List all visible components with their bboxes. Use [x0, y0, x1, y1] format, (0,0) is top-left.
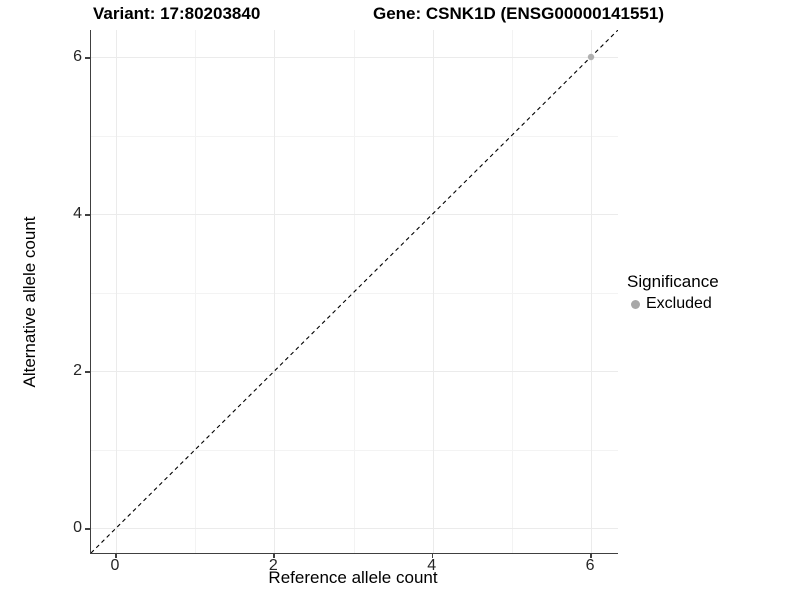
- gridline-y-major: [91, 57, 618, 58]
- x-tick-label: 6: [585, 557, 595, 574]
- legend-key: [627, 296, 644, 313]
- x-tick-mark: [115, 553, 117, 558]
- data-point-excluded: [587, 53, 595, 61]
- gridline-y-minor: [91, 135, 618, 137]
- gridline-x-minor: [511, 30, 513, 553]
- gridline-y-major: [91, 214, 618, 215]
- gridline-x-major: [116, 30, 117, 553]
- x-tick-label: 4: [427, 557, 437, 574]
- gridline-x-major: [432, 30, 434, 553]
- identity-line-layer: [91, 30, 618, 553]
- y-tick-mark: [85, 528, 90, 530]
- gridline-x-major: [591, 30, 593, 553]
- y-tick-label: 2: [73, 362, 82, 379]
- y-axis-title: Alternative allele count: [20, 216, 39, 388]
- x-tick-mark: [590, 553, 592, 558]
- gridline-x-major: [274, 30, 276, 553]
- excluded-point-icon: [631, 299, 640, 309]
- plot-title-variant: Variant: 17:80203840: [93, 4, 261, 23]
- legend-title: Significance: [627, 272, 719, 291]
- legend-item-excluded: Excluded: [627, 295, 719, 313]
- y-tick-label: 6: [73, 48, 82, 65]
- x-tick-mark: [431, 553, 434, 558]
- gridline-y-major: [91, 371, 618, 372]
- legend: Significance Excluded: [627, 272, 719, 313]
- y-tick-label: 4: [73, 205, 82, 222]
- gridline-x-minor: [195, 30, 197, 553]
- gridline-y-major: [91, 528, 618, 529]
- y-tick-mark: [85, 57, 90, 59]
- gridline-y-minor: [91, 292, 618, 294]
- x-tick-label: 2: [268, 557, 278, 574]
- legend-item-label: Excluded: [646, 295, 712, 312]
- x-tick-mark: [273, 553, 275, 558]
- y-tick-label: 0: [73, 519, 82, 536]
- identity-dashed-line: [91, 30, 618, 553]
- x-tick-label: 0: [110, 557, 120, 574]
- x-axis-title: Reference allele count: [268, 568, 438, 587]
- y-tick-mark: [85, 371, 90, 373]
- plot-title-gene: Gene: CSNK1D (ENSG00000141551): [373, 4, 665, 23]
- y-tick-mark: [85, 214, 90, 216]
- gridline-y-minor: [91, 449, 618, 451]
- plot-panel: [90, 30, 618, 554]
